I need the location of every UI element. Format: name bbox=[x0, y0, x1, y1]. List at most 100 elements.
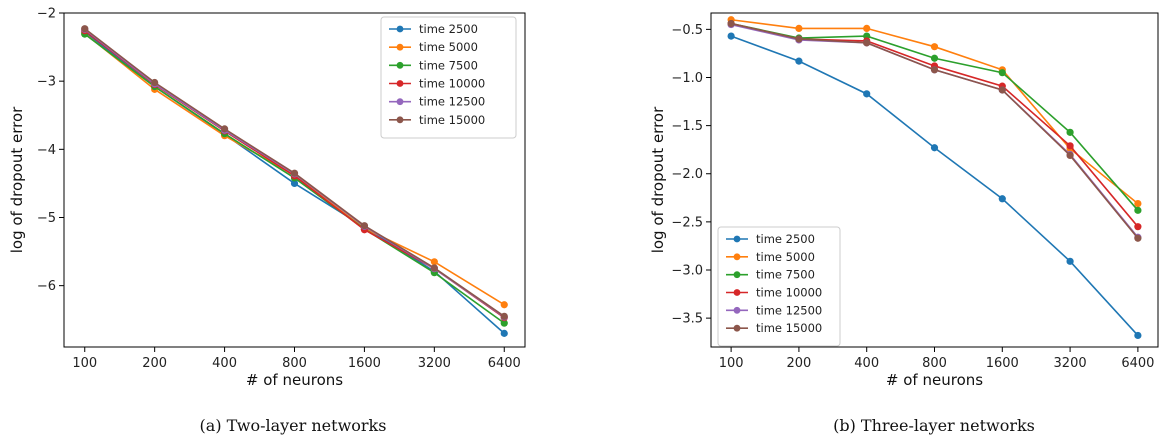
data-point bbox=[1066, 151, 1074, 160]
data-point bbox=[290, 169, 299, 177]
data-point bbox=[930, 66, 939, 74]
data-point bbox=[727, 19, 735, 28]
y-tick-label: −4 bbox=[37, 143, 56, 158]
legend-label: time 15000 bbox=[419, 113, 485, 127]
x-tick-label: 800 bbox=[922, 356, 947, 371]
legend-marker bbox=[396, 116, 404, 124]
data-point bbox=[1134, 234, 1142, 242]
data-point bbox=[290, 179, 299, 188]
x-tick-label: 1600 bbox=[348, 356, 381, 371]
legend-label: time 5000 bbox=[419, 40, 478, 54]
legend-marker bbox=[396, 25, 404, 33]
legend-box bbox=[380, 16, 517, 139]
data-point bbox=[430, 258, 438, 266]
data-point bbox=[863, 90, 871, 98]
x-tick-label: 6400 bbox=[1121, 356, 1154, 371]
x-tick-label: 100 bbox=[72, 356, 97, 371]
data-point bbox=[360, 222, 369, 230]
data-point bbox=[1134, 223, 1142, 231]
legend-label: time 7500 bbox=[419, 58, 478, 72]
data-point bbox=[1134, 331, 1142, 340]
series-line bbox=[730, 22, 1139, 211]
data-point bbox=[930, 54, 939, 62]
legend-label: time 7500 bbox=[756, 268, 815, 282]
figure-caption: (b) Three-layer networks bbox=[833, 416, 1035, 435]
legend-marker bbox=[733, 271, 741, 279]
legend-label: time 2500 bbox=[756, 232, 815, 246]
y-tick-label: −5 bbox=[37, 211, 56, 226]
y-tick-label: −1.0 bbox=[671, 71, 703, 86]
data-point bbox=[220, 125, 229, 133]
legend-label: time 2500 bbox=[419, 22, 478, 36]
data-point bbox=[1066, 128, 1074, 136]
x-tick-label: 800 bbox=[282, 356, 307, 371]
y-tick-label: −1.5 bbox=[671, 119, 703, 134]
data-point bbox=[930, 43, 939, 51]
data-point bbox=[863, 39, 871, 47]
x-axis-label: # of neurons bbox=[246, 371, 343, 389]
x-axis-label: # of neurons bbox=[886, 371, 983, 389]
data-point bbox=[81, 25, 89, 33]
data-point bbox=[151, 78, 159, 87]
legend: time 2500 time 5000 time 7500 time 10000 tim… bbox=[717, 226, 841, 347]
x-tick-label: 3200 bbox=[418, 356, 451, 371]
legend-label: time 12500 bbox=[756, 303, 822, 317]
data-point bbox=[500, 329, 508, 337]
data-point bbox=[1066, 142, 1074, 150]
legend-marker bbox=[733, 235, 741, 243]
y-tick-label: −6 bbox=[37, 279, 56, 294]
y-tick-label: −3 bbox=[37, 75, 56, 90]
y-tick-label: −0.5 bbox=[671, 23, 703, 38]
legend-label: time 10000 bbox=[419, 77, 485, 91]
legend-box bbox=[717, 226, 841, 347]
data-point bbox=[430, 264, 438, 272]
data-point bbox=[1134, 206, 1142, 214]
data-point bbox=[500, 312, 508, 320]
y-tick-label: −2.0 bbox=[671, 167, 703, 182]
x-tick-label: 100 bbox=[719, 356, 744, 371]
legend-marker bbox=[733, 289, 741, 296]
data-point bbox=[998, 195, 1006, 203]
legend-marker bbox=[396, 43, 404, 51]
x-tick-label: 200 bbox=[786, 356, 811, 371]
x-tick-label: 400 bbox=[212, 356, 237, 371]
y-tick-label: −2 bbox=[37, 7, 56, 22]
x-tick-label: 6400 bbox=[488, 356, 521, 371]
y-tick-label: −2.5 bbox=[671, 215, 703, 230]
legend-label: time 15000 bbox=[756, 321, 822, 335]
legend: time 2500 time 5000 time 7500 time 10000 tim… bbox=[380, 16, 517, 139]
figure-caption: (a) Two-layer networks bbox=[200, 416, 387, 435]
data-point bbox=[795, 24, 803, 33]
series-line bbox=[730, 22, 1139, 228]
x-tick-label: 200 bbox=[142, 356, 167, 371]
chart-two-layer: 100 200 400 800 1600 3200 6400 −2 −3 −4 −5 −6 # of n… bbox=[8, 7, 526, 435]
legend-marker bbox=[396, 80, 404, 87]
legend-marker bbox=[733, 306, 741, 314]
data-point bbox=[500, 319, 508, 327]
data-point bbox=[727, 32, 735, 40]
legend-label: time 10000 bbox=[756, 286, 822, 300]
legend-marker bbox=[733, 253, 741, 261]
y-axis-label: log of dropout error bbox=[649, 106, 667, 253]
data-point bbox=[998, 69, 1006, 77]
legend-marker bbox=[396, 61, 404, 69]
data-point bbox=[863, 24, 871, 33]
legend-marker bbox=[733, 324, 741, 332]
data-point bbox=[795, 57, 803, 65]
y-axis-label: log of dropout error bbox=[8, 106, 26, 253]
data-point bbox=[795, 35, 803, 43]
y-tick-label: −3.5 bbox=[671, 312, 703, 327]
data-point bbox=[1066, 257, 1074, 265]
x-tick-label: 400 bbox=[854, 356, 879, 371]
chart-three-layer: 100 200 400 800 1600 3200 6400 −0.5 −1.0 −1.5 −2.0… bbox=[649, 12, 1159, 435]
legend-marker bbox=[396, 98, 404, 106]
x-tick-label: 1600 bbox=[986, 356, 1019, 371]
data-point bbox=[998, 86, 1006, 94]
data-point bbox=[500, 301, 508, 309]
legend-label: time 5000 bbox=[756, 250, 815, 264]
x-tick-label: 3200 bbox=[1054, 356, 1087, 371]
y-tick-label: −3.0 bbox=[671, 263, 703, 278]
legend-label: time 12500 bbox=[419, 95, 485, 109]
data-point bbox=[930, 144, 939, 152]
